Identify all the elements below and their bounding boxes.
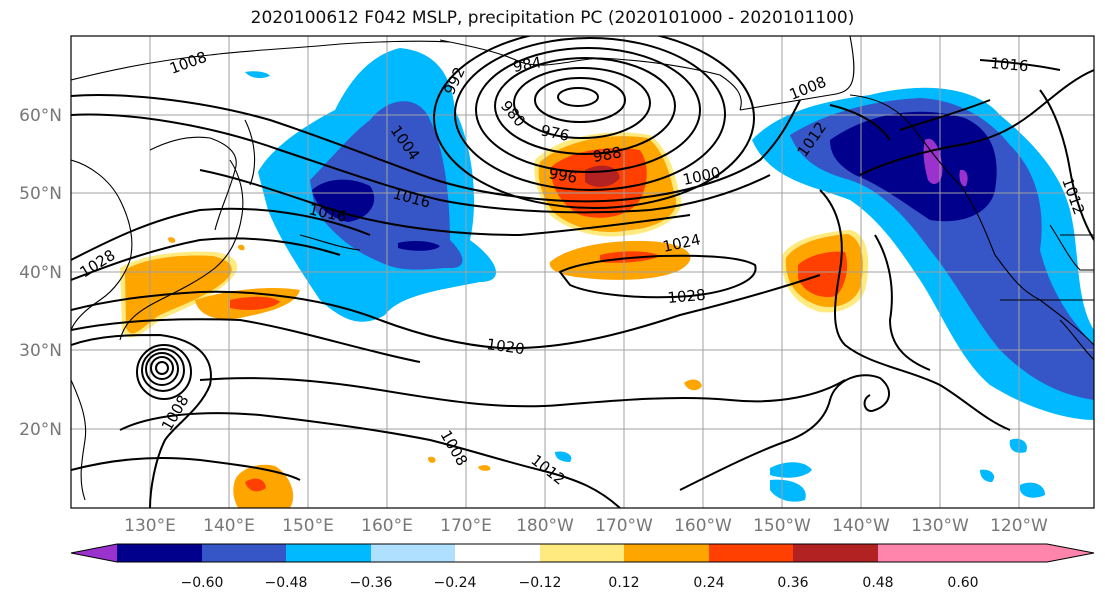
coastlines [71,36,1094,501]
colorbar-segment [202,544,286,562]
lon-label: 140°E [203,516,255,536]
lon-label: 150°E [282,516,334,536]
isobar-label: 996 [547,164,578,187]
colorbar-tick-label: 0.48 [862,575,893,591]
lon-label: 180°W [516,516,574,536]
lon-label: 160°E [361,516,413,536]
isobar-label: 976 [539,121,571,145]
isobar-label: 1028 [667,286,707,307]
colorbar-tick-label: −0.12 [519,575,562,591]
negative-precip-anomaly-shading [245,48,1094,502]
lon-label: 120°W [990,516,1048,536]
colorbar-low-extend [71,544,117,562]
isobars [71,36,1094,508]
colorbar-tick-label: −0.36 [350,575,393,591]
isobar-label: 984 [512,53,543,76]
colorbar-segment [624,544,709,562]
colorbar-tick-label: 0.24 [693,575,724,591]
lon-label: 170°E [440,516,492,536]
lon-label: 140°W [832,516,890,536]
map-area [71,36,1094,508]
isobar-label: 1020 [485,335,525,358]
colorbar-segment [117,544,202,562]
longitude-labels: 130°E 140°E 150°E 160°E 170°E 180°W 170°… [124,516,1048,536]
colorbar-segment [793,544,878,562]
map-frame [70,35,1095,509]
lat-label: 50°N [19,184,62,204]
colorbar: −0.60 −0.48 −0.36 −0.24 −0.12 0.12 0.24 … [70,543,1095,591]
isobar-label: 988 [592,143,623,166]
lon-label: 130°E [124,516,176,536]
colorbar-segment [709,544,793,562]
colorbar-tick-label: −0.24 [434,575,477,591]
colorbar-tick-label: 0.60 [947,575,978,591]
lat-label: 20°N [19,420,62,440]
colorbar-high-extend [963,544,1094,562]
lat-label: 30°N [19,341,62,361]
lat-label: 60°N [19,106,62,126]
lon-label: 170°W [595,516,653,536]
lon-label: 160°W [674,516,732,536]
colorbar-segment [371,544,455,562]
colorbar-segment [878,544,963,562]
colorbar-segment [286,544,371,562]
colorbar-segment [455,544,540,562]
colorbar-tick-label: 0.36 [777,575,808,591]
colorbar-tick-label: −0.60 [181,575,224,591]
lon-label: 150°W [753,516,811,536]
map-title: 2020100612 F042 MSLP, precipitation PC (… [250,8,855,28]
latitude-labels: 60°N 50°N 40°N 30°N 20°N [19,106,62,440]
isobar-label: 1016 [990,54,1030,75]
colorbar-tick-label: −0.48 [265,575,308,591]
lon-label: 130°W [911,516,969,536]
colorbar-tick-label: 0.12 [608,575,639,591]
colorbar-segment [540,544,624,562]
lat-label: 40°N [19,263,62,283]
